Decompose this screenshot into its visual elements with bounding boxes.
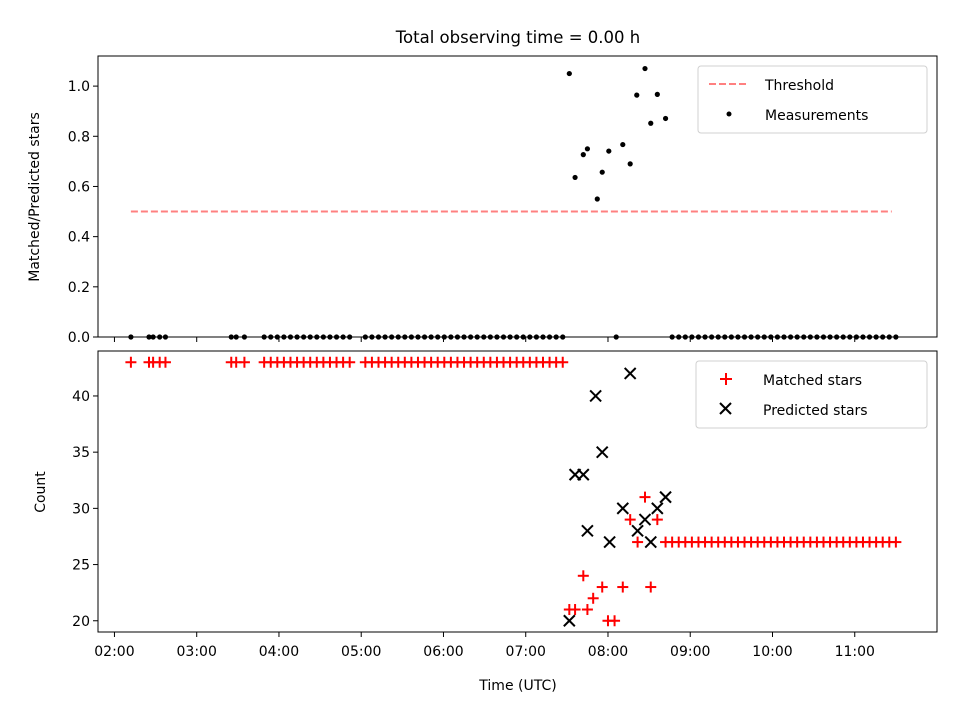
top-y-ticks: 0.0 0.2 0.4 0.6 0.8 1.0 bbox=[68, 79, 98, 346]
top-legend-box bbox=[697, 65, 928, 134]
top-y-tick-label: 0.4 bbox=[68, 230, 90, 246]
top-y-tick-label: 0.6 bbox=[68, 179, 90, 195]
measurements-point bbox=[572, 174, 578, 181]
measurements-point bbox=[566, 70, 572, 77]
measurements-point bbox=[627, 161, 633, 167]
predicted-stars-point bbox=[638, 513, 652, 526]
bottom-frame bbox=[97, 350, 938, 633]
x-tick-label: 10:00 bbox=[752, 644, 792, 660]
measurements-point bbox=[654, 91, 660, 97]
bottom-y-tick-label: 40 bbox=[72, 389, 90, 405]
matched-stars-point bbox=[238, 356, 250, 368]
bottom-marks bbox=[125, 356, 902, 627]
bottom-y-axis-label: Count bbox=[33, 471, 49, 513]
measurements-point bbox=[580, 152, 586, 158]
x-axis-label: Time (UTC) bbox=[478, 678, 556, 694]
x-tick-label: 11:00 bbox=[835, 644, 875, 660]
x-tick-label: 03:00 bbox=[177, 644, 217, 660]
matched-stars-point bbox=[624, 514, 636, 526]
top-x-ticks bbox=[113, 337, 856, 342]
x-tick-label: 04:00 bbox=[259, 644, 299, 660]
legend-predicted-label: Predicted stars bbox=[763, 403, 868, 419]
x-tick-label: 02:00 bbox=[94, 644, 134, 660]
bottom-legend: Matched stars Predicted stars bbox=[695, 360, 928, 429]
chart-title: Total observing time = 0.00 h bbox=[395, 28, 640, 47]
bottom-y-tick-label: 20 bbox=[72, 614, 90, 630]
measurements-point bbox=[606, 148, 612, 154]
bottom-y-tick-label: 35 bbox=[72, 445, 90, 461]
predicted-stars-point bbox=[563, 614, 576, 627]
legend-matched-label: Matched stars bbox=[763, 373, 862, 389]
predicted-stars-point bbox=[651, 502, 664, 515]
predicted-stars-point bbox=[623, 367, 637, 380]
top-y-tick-label: 1.0 bbox=[68, 79, 90, 95]
matched-stars-point bbox=[587, 592, 599, 604]
measurements-point bbox=[642, 65, 648, 72]
bottom-y-ticks: 20 25 30 35 40 bbox=[72, 389, 98, 630]
bottom-panel: 20 25 30 35 40 02:00 03:00 04:00 05:00 06:00 07:0… bbox=[33, 350, 938, 694]
top-frame bbox=[97, 55, 938, 338]
x-tick-label: 08:00 bbox=[588, 644, 628, 660]
bottom-x-ticks: 02:00 03:00 04:00 05:00 06:00 07:00 08:00 09:00… bbox=[94, 632, 875, 660]
predicted-stars-point bbox=[581, 524, 594, 538]
predicted-stars-point bbox=[577, 468, 590, 481]
bottom-y-tick-label: 30 bbox=[72, 501, 90, 517]
top-y-tick-label: 0.8 bbox=[68, 129, 90, 145]
legend-predicted-swatch bbox=[719, 402, 732, 415]
top-legend: Threshold Measurements bbox=[697, 65, 928, 134]
x-tick-label: 06:00 bbox=[423, 644, 463, 660]
measurements-point bbox=[599, 169, 605, 175]
predicted-stars-point bbox=[659, 490, 672, 504]
legend-measurements-swatch bbox=[726, 111, 732, 117]
matched-stars-point bbox=[651, 514, 663, 526]
legend-threshold-label: Threshold bbox=[764, 78, 834, 94]
legend-measurements-label: Measurements bbox=[765, 108, 868, 124]
matched-stars-point bbox=[344, 356, 356, 368]
matched-stars-point bbox=[125, 356, 137, 368]
measurements-point bbox=[620, 141, 626, 148]
predicted-stars-point bbox=[596, 445, 609, 459]
matched-stars-point bbox=[639, 491, 651, 503]
x-tick-label: 05:00 bbox=[341, 644, 381, 660]
predicted-stars-point bbox=[616, 502, 629, 515]
predicted-stars-point bbox=[644, 535, 657, 549]
matched-stars-point bbox=[645, 581, 657, 593]
legend-matched-swatch bbox=[720, 373, 732, 385]
measurements-point bbox=[634, 92, 640, 98]
matched-stars-point bbox=[581, 604, 593, 616]
matched-stars-point bbox=[159, 356, 171, 368]
matched-stars-point bbox=[569, 604, 581, 616]
x-tick-label: 09:00 bbox=[670, 644, 710, 660]
predicted-stars-point bbox=[589, 389, 602, 403]
top-y-tick-label: 0.0 bbox=[68, 330, 90, 346]
matched-stars-point bbox=[596, 581, 608, 593]
matched-stars-point bbox=[577, 570, 589, 582]
measurements-point bbox=[662, 115, 669, 122]
matched-stars-point bbox=[609, 615, 621, 627]
bottom-legend-box bbox=[695, 360, 928, 429]
measurements-point bbox=[648, 120, 654, 126]
x-tick-label: 07:00 bbox=[506, 644, 546, 660]
top-y-axis-label: Matched/Predicted stars bbox=[27, 112, 43, 282]
matched-stars-point bbox=[890, 536, 902, 548]
top-y-tick-label: 0.2 bbox=[68, 280, 90, 296]
predicted-stars-point bbox=[603, 535, 616, 549]
matched-stars-point bbox=[557, 356, 569, 368]
matched-stars-point bbox=[632, 536, 644, 548]
top-panel: 0.0 0.2 0.4 0.6 0.8 1.0 Matched/Predicted sta… bbox=[27, 55, 938, 346]
predicted-stars-point bbox=[631, 524, 644, 538]
measurements-point bbox=[594, 196, 600, 202]
measurements-point bbox=[584, 146, 591, 152]
bottom-y-tick-label: 25 bbox=[72, 558, 90, 574]
matched-stars-point bbox=[617, 581, 629, 593]
